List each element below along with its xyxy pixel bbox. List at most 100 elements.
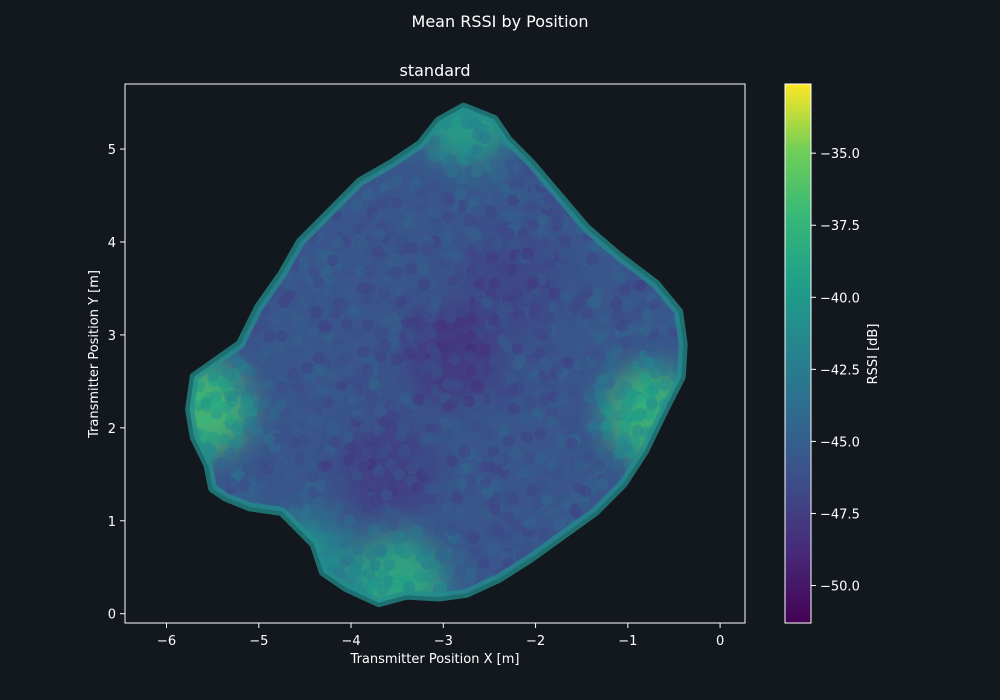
scatter-point (332, 388, 345, 401)
scatter-point (476, 448, 489, 461)
scatter-point (445, 455, 458, 468)
scatter-point (557, 298, 570, 310)
scatter-point (578, 497, 591, 510)
scatter-point (218, 433, 231, 446)
scatter-point (441, 401, 454, 414)
scatter-point (597, 328, 610, 341)
scatter-point (478, 343, 491, 356)
scatter-point (279, 312, 292, 325)
y-tick-label: 5 (108, 143, 116, 158)
scatter-point (206, 431, 219, 444)
scatter-point (321, 510, 334, 523)
scatter-point (385, 217, 398, 230)
scatter-point (405, 462, 418, 475)
scatter-point (554, 491, 567, 504)
scatter-point (646, 398, 659, 411)
scatter-point (551, 361, 564, 374)
scatter-point (598, 399, 611, 411)
scatter-point (393, 239, 406, 252)
scatter-point (298, 255, 311, 268)
scatter-point (340, 255, 353, 268)
scatter-point (492, 453, 505, 466)
x-axis: −6 −5 −4 −3 −2 −1 0 (157, 623, 724, 649)
scatter-point (443, 266, 456, 279)
scatter-point (638, 372, 651, 385)
scatter-point (446, 524, 459, 537)
scatter-point (622, 411, 635, 424)
scatter-point (379, 374, 391, 387)
scatter-point (373, 326, 386, 339)
scatter-point (486, 542, 499, 555)
scatter-point (556, 435, 569, 448)
scatter-point (341, 528, 354, 541)
scatter-point (234, 384, 247, 397)
scatter-point (526, 238, 539, 251)
scatter-point (546, 460, 558, 473)
scatter-point (399, 424, 412, 437)
colorbar-tick-label: −45.0 (820, 435, 860, 450)
scatter-point (409, 542, 422, 555)
scatter-point (244, 381, 257, 394)
scatter-point (312, 363, 325, 376)
scatter-point (334, 474, 347, 487)
scatter-point (302, 345, 315, 358)
scatter-point (396, 382, 409, 395)
colorbar-tick-label: −35.0 (820, 147, 860, 162)
scatter-point (328, 436, 341, 448)
axes-title: standard (400, 61, 471, 80)
scatter-point (454, 187, 467, 200)
scatter-point (318, 449, 331, 462)
scatter-point (243, 416, 255, 429)
scatter-point (442, 211, 454, 223)
scatter-point (643, 388, 655, 401)
scatter-point (216, 456, 229, 469)
scatter-point (446, 166, 459, 178)
scatter-point (417, 516, 430, 529)
scatter-point (326, 254, 339, 266)
scatter-point (357, 282, 369, 294)
scatter-point (514, 354, 527, 367)
scatter-point (524, 517, 536, 530)
scatter-point (298, 434, 310, 447)
scatter-point (472, 381, 485, 394)
scatter-point (263, 330, 276, 342)
scatter-point (549, 209, 562, 222)
scatter-point (573, 459, 586, 472)
scatter-point (344, 324, 357, 337)
scatter-point (599, 304, 612, 317)
scatter-point (559, 236, 572, 249)
scatter-point (370, 209, 383, 222)
scatter-point (339, 364, 352, 377)
coverage-rim (185, 102, 688, 608)
scatter-point (279, 455, 292, 468)
scatter-point (522, 540, 535, 553)
scatter-point (411, 481, 424, 494)
scatter-point (433, 271, 446, 284)
scatter-point (543, 193, 556, 206)
scatter-point (375, 543, 388, 556)
scatter-point (569, 342, 582, 355)
scatter-point (223, 369, 236, 382)
scatter-point (536, 213, 549, 226)
scatter-point (424, 327, 437, 339)
scatter-point (232, 459, 245, 472)
scatter-point (432, 320, 445, 333)
scatter-point (548, 447, 561, 460)
scatter-point (373, 228, 386, 241)
scatter-point (293, 329, 305, 342)
scatter-point (400, 363, 413, 376)
x-axis-label: Transmitter Position X [m] (350, 652, 520, 667)
scatter-point (594, 388, 607, 401)
scatter-point (472, 215, 485, 228)
x-tick-label: −4 (341, 634, 360, 649)
scatter-point (481, 297, 494, 310)
scatter-point (381, 188, 394, 201)
y-axis: 0 1 2 3 4 5 (108, 143, 125, 623)
scatter-point (554, 393, 567, 406)
scatter-point (443, 194, 456, 207)
scatter-point (303, 294, 316, 307)
scatter-point (645, 409, 658, 422)
scatter-point (432, 525, 445, 538)
scatter-point (500, 340, 513, 353)
scatter-point (290, 372, 303, 384)
